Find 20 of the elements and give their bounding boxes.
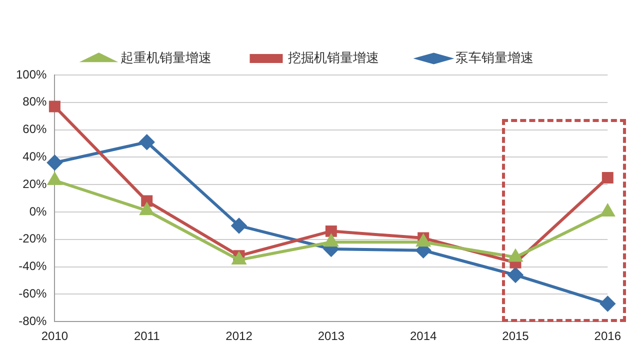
x-tick-label: 2015 bbox=[502, 329, 530, 344]
x-tick-label: 2012 bbox=[226, 329, 253, 344]
legend-label: 泵车销量增速 bbox=[455, 50, 534, 66]
y-tick-label: -20% bbox=[18, 232, 48, 246]
legend-label: 起重机销量增速 bbox=[120, 50, 212, 66]
x-tick-label: 2014 bbox=[410, 329, 437, 344]
y-tick-label: 40% bbox=[22, 150, 48, 164]
x-tick-label: 2010 bbox=[41, 329, 68, 344]
x-tick-label: 2013 bbox=[318, 329, 345, 344]
y-tick-label: 0% bbox=[29, 204, 48, 218]
y-tick-label: 100% bbox=[16, 67, 48, 82]
x-tick-label: 2011 bbox=[134, 329, 160, 344]
y-tick-label: -40% bbox=[18, 259, 48, 274]
legend-label: 挖掘机销量增速 bbox=[288, 50, 379, 66]
y-tick-label: 20% bbox=[22, 176, 48, 191]
y-tick-label: 60% bbox=[22, 122, 48, 136]
x-tick-label: 2016 bbox=[594, 329, 622, 344]
y-tick-label: -60% bbox=[18, 286, 48, 301]
y-tick-label: 80% bbox=[22, 94, 48, 109]
y-tick-label: -80% bbox=[18, 314, 48, 328]
